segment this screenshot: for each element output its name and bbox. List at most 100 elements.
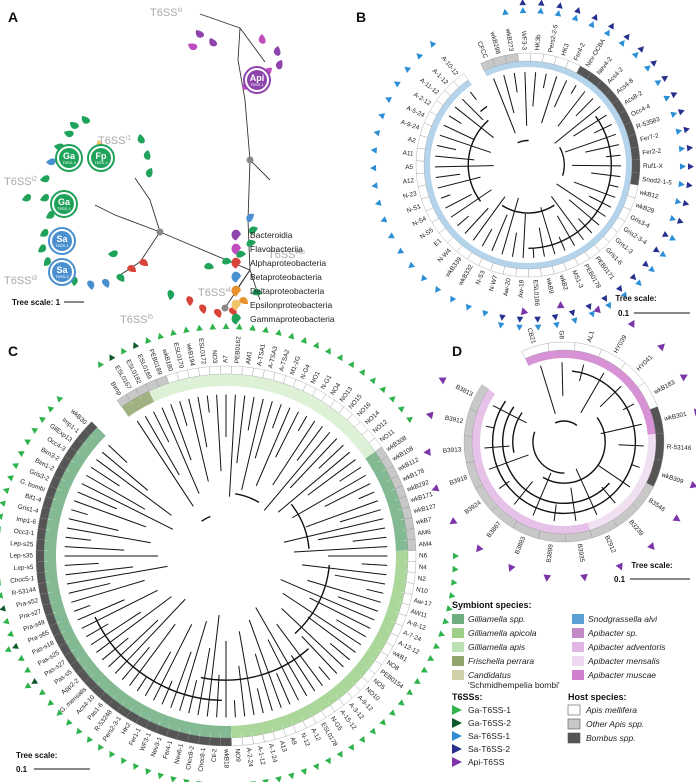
- panel-b-host-cell: [530, 52, 544, 63]
- panel-b-branch: [564, 133, 617, 153]
- panel-b-leaf-label: N-S3: [475, 269, 487, 286]
- panel-a-unrooted-tree: [94, 13, 271, 309]
- leaf-drop-marker: [239, 297, 249, 305]
- panel-b-t6ss-triangle: [397, 247, 405, 254]
- panel-c-branch: [179, 620, 207, 711]
- panel-d-branch: [513, 481, 533, 505]
- panel-d-clade-wedge: [464, 384, 593, 542]
- panel-c-branch: [361, 563, 388, 566]
- panel-b-t6ss-triangle: [637, 46, 645, 53]
- panel-b-t6ss-triangle: [404, 66, 412, 74]
- badge-sublabel: T6SS-1: [57, 206, 71, 211]
- panel-b-leaf-label: wkB9: [545, 277, 555, 295]
- panel-b-branch: [501, 197, 519, 255]
- panel-b-leaf-label: WF3-3: [520, 31, 528, 51]
- leaf-drop-marker: [46, 210, 55, 219]
- legend-drop-gammaproteobacteria: [231, 313, 241, 325]
- panel-d-leaf-label: B3867: [486, 520, 503, 539]
- panel-b-leaf-label: wkB332: [457, 263, 475, 287]
- panel-c-leaf-label: A-1-12: [256, 745, 266, 766]
- panel-c-branch: [108, 444, 128, 464]
- panel-c-t6ss-triangle: [183, 778, 190, 782]
- panel-b-t6ss-triangle: [571, 317, 578, 324]
- panel-c-branch: [71, 579, 145, 603]
- panel-c-leaf-label: A-TSA1: [256, 343, 267, 367]
- badge-label: Api: [250, 73, 265, 83]
- panel-b-branch: [588, 195, 612, 208]
- panel-c-clade-wedge: [230, 550, 416, 746]
- panel-c-t6ss-triangle: [369, 727, 376, 735]
- panel-c-leaf-label: Lep-s5: [14, 564, 34, 572]
- panel-c-branch: [297, 415, 308, 432]
- panel-b-host-cell: [415, 147, 426, 162]
- badge-label: Ga: [58, 197, 71, 207]
- panel-c-branch: [96, 596, 172, 653]
- panel-c-leaf-label: Fer4-1: [162, 740, 174, 760]
- legend-drop-epsilonproteobacteria: [231, 299, 241, 311]
- panel-c-branch: [96, 459, 172, 516]
- badge-sublabel: T6SS-1: [250, 82, 264, 87]
- panel-d-leaf-label: B3913: [443, 446, 462, 454]
- panel-d-leaf-label: wkB183: [652, 379, 677, 397]
- panel-c-t6ss-triangle: [388, 396, 396, 403]
- panel-b-t6ss-triangle: [620, 291, 627, 299]
- panel-b-t6ss-triangle: [519, 7, 527, 14]
- panel-b-leaf-label: A5: [405, 164, 413, 171]
- t6ss-legend: Ga-T6SS-1 Ga-T6SS-2 Sa-T6SS-1 Sa-T6SS-2 Api-…: [452, 705, 511, 767]
- panel-c-t6ss-triangle: [275, 329, 282, 336]
- panel-b-t6ss-triangle: [554, 10, 562, 17]
- panel-c-t6ss-triangle: [406, 416, 413, 424]
- panel-c-letter: C: [8, 343, 18, 359]
- panel-b-t6ss-triangle: [670, 92, 678, 99]
- panel-b-branch: [568, 199, 600, 226]
- panel-b-t6ss-triangle: [669, 234, 676, 241]
- panel-c-t6ss-triangle: [170, 329, 177, 336]
- panel-c-t6ss-triangle: [157, 772, 165, 780]
- panel-c-t6ss-triangle: [336, 750, 343, 758]
- panel-c-host-cell: [405, 571, 416, 584]
- panel-c-t6ss-triangle: [145, 337, 152, 344]
- panel-d-scale-bar: Tree scale: 0.1: [614, 561, 690, 584]
- symbiont-label: Gilliamella apis: [468, 642, 526, 652]
- panel-b-branch: [524, 71, 528, 126]
- panel-d-leaf-label: B3813: [454, 384, 474, 399]
- panel-c-host-cell: [220, 365, 232, 375]
- node-marker: [221, 304, 229, 312]
- panel-b-branch: [469, 91, 477, 100]
- leaf-drop-marker: [116, 273, 125, 282]
- panel-d-t6ss-triangle: [425, 411, 434, 420]
- panel-c-t6ss-triangle: [0, 526, 1, 533]
- panel-c-branch: [136, 676, 148, 692]
- leaf-drop-marker: [40, 193, 49, 202]
- leaf-drop-marker: [143, 150, 151, 160]
- panel-b-leaf-label: Gris1-6: [604, 247, 624, 267]
- panel-b-t6ss-triangle: [556, 2, 563, 9]
- legend-drop-flavobacteriia: [231, 243, 241, 255]
- panel-c-t6ss-triangle: [133, 342, 140, 349]
- panel-d-t6ss-triangle: [580, 573, 588, 582]
- panel-c-branch: [307, 579, 381, 603]
- panel-c-host-cell: [220, 737, 232, 747]
- t6ss-legend-triangle: [452, 718, 462, 728]
- panel-b-t6ss-triangle: [371, 182, 378, 189]
- panel-b-leaf-label: A12: [402, 177, 415, 186]
- legend-label: Gammaproteobacteria: [250, 314, 335, 324]
- panel-b-branch: [437, 176, 481, 189]
- panel-c-leaf-label: Lep-s35: [10, 553, 34, 560]
- panel-c-branch: [68, 582, 111, 594]
- badge-label: Sa: [56, 265, 68, 275]
- panel-d-tree-scale-title: Tree scale:: [631, 561, 672, 570]
- panel-b-leaf-label: N-S5: [419, 227, 435, 241]
- panel-b-t6ss-triangle: [416, 53, 424, 60]
- symbiont-label: Gilliamella apicola: [468, 628, 537, 638]
- panel-b-leaf-label: PEB0178: [582, 263, 602, 290]
- panel-c-t6ss-triangle: [31, 427, 39, 435]
- panel-b-t6ss-triangle: [659, 250, 667, 257]
- symbiont-label: Apibacter mensalis: [587, 656, 661, 666]
- leaf-drop-marker: [222, 257, 232, 265]
- panel-c-leaf-label: A9: [289, 736, 298, 746]
- panel-c-branch: [254, 401, 273, 459]
- badge-label: Sa: [56, 234, 68, 244]
- panel-b-t6ss-triangle: [393, 81, 401, 88]
- panel-b-leaf-label: Gris1-3: [613, 237, 634, 256]
